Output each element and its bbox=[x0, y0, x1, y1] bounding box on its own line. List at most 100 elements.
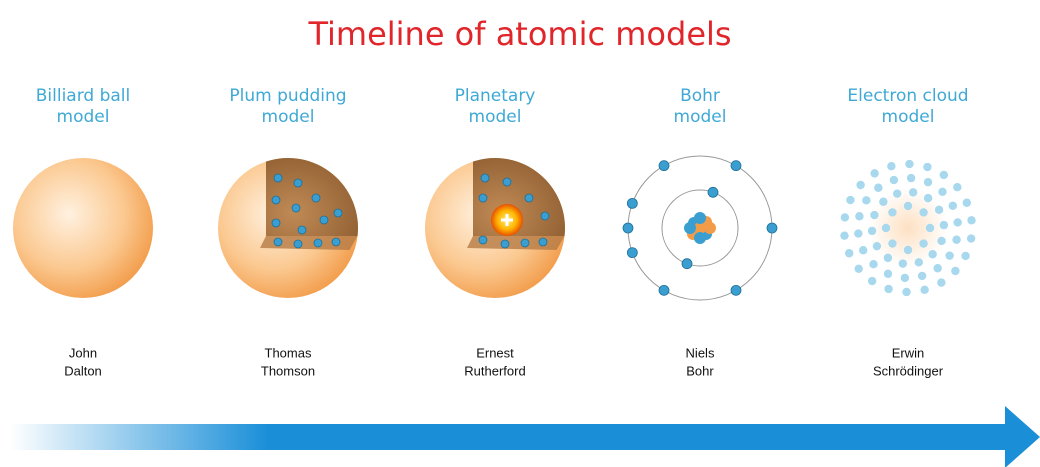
cloud-dot bbox=[938, 187, 947, 196]
scientist-name: Thomas bbox=[265, 345, 312, 360]
cloud-dot bbox=[883, 253, 893, 263]
electron bbox=[730, 284, 742, 296]
scientist-name: Erwin bbox=[892, 345, 925, 360]
cloud-dot bbox=[923, 177, 933, 187]
cloud-dot bbox=[923, 162, 932, 172]
electron bbox=[707, 186, 719, 198]
scientist-name: John bbox=[69, 345, 97, 360]
title: Timeline of atomic models bbox=[307, 15, 731, 53]
nucleon bbox=[684, 222, 696, 234]
timeline-arrow bbox=[10, 406, 1040, 467]
nucleon bbox=[704, 222, 716, 234]
scientist-name: Niels bbox=[686, 345, 715, 360]
electron bbox=[524, 193, 534, 203]
electron bbox=[313, 238, 323, 248]
cloud-dot bbox=[883, 269, 893, 279]
electron bbox=[658, 284, 670, 296]
electron bbox=[319, 215, 329, 225]
nucleon bbox=[694, 212, 706, 224]
cloud-dot bbox=[898, 259, 908, 268]
cloud-dot bbox=[953, 218, 962, 227]
electron bbox=[297, 225, 307, 235]
model-name: model bbox=[674, 107, 727, 127]
cloud-dot bbox=[888, 239, 897, 248]
cloud-dot bbox=[881, 223, 891, 233]
cloud-dot bbox=[870, 210, 879, 220]
electron bbox=[293, 178, 303, 188]
electron bbox=[331, 237, 341, 247]
cloud-dot bbox=[840, 213, 850, 222]
cloud-dot bbox=[900, 273, 910, 283]
cloud-dot bbox=[928, 250, 937, 259]
cloud-dot bbox=[887, 161, 896, 171]
cloud-dot bbox=[920, 285, 929, 295]
cloud-dot bbox=[962, 198, 972, 207]
electron bbox=[766, 222, 778, 234]
electron bbox=[681, 258, 693, 270]
scientist-name: Bohr bbox=[686, 363, 714, 378]
electron bbox=[626, 197, 638, 209]
cloud-dot bbox=[874, 183, 883, 192]
cloud-dot bbox=[903, 245, 913, 255]
cloud-dot bbox=[937, 278, 946, 287]
cloud-dot bbox=[888, 208, 897, 217]
scientist-name: Schrödinger bbox=[873, 363, 944, 378]
electron bbox=[271, 195, 281, 205]
cloud-dot bbox=[952, 235, 961, 244]
model-name: model bbox=[469, 107, 522, 127]
cloud-dot bbox=[939, 220, 949, 230]
cloud-dot bbox=[919, 239, 928, 248]
cloud-dot bbox=[914, 258, 924, 267]
cloud-dot bbox=[917, 271, 927, 281]
cloud-dot bbox=[879, 197, 888, 206]
cloud-dot bbox=[862, 196, 871, 205]
nucleon bbox=[694, 232, 706, 244]
electron bbox=[271, 218, 281, 228]
cloud-dot bbox=[948, 201, 957, 210]
cloud-dot bbox=[905, 159, 914, 169]
model-name: Planetary bbox=[455, 86, 536, 106]
electron bbox=[622, 222, 634, 234]
cloud-dot bbox=[902, 287, 911, 297]
electron bbox=[333, 208, 343, 218]
cloud-dot bbox=[889, 175, 899, 185]
cloud-dot bbox=[953, 183, 962, 192]
cloud-dot bbox=[967, 216, 976, 225]
cloud-dot bbox=[919, 208, 928, 217]
cloud-dot bbox=[855, 212, 864, 221]
cloud-dot bbox=[933, 264, 942, 273]
scientist-name: Dalton bbox=[64, 363, 102, 378]
cloud-dot bbox=[869, 260, 878, 269]
electron bbox=[502, 177, 512, 187]
cloud-dot bbox=[951, 266, 960, 276]
electron bbox=[540, 211, 550, 221]
model-name: Plum pudding bbox=[229, 86, 346, 106]
cloud-dot bbox=[872, 241, 882, 251]
model-name: model bbox=[57, 107, 110, 127]
model-name: Electron cloud bbox=[847, 86, 968, 106]
cloud-dot bbox=[903, 201, 913, 211]
cloud-dot bbox=[856, 180, 865, 190]
plus-sign bbox=[501, 214, 513, 226]
cloud-dot bbox=[939, 170, 949, 180]
cloud-dot bbox=[945, 251, 954, 260]
electron bbox=[520, 238, 530, 248]
electron bbox=[291, 203, 301, 213]
cloud-dot bbox=[844, 249, 854, 258]
model-name: model bbox=[262, 107, 315, 127]
model-name: Billiard ball bbox=[36, 86, 131, 106]
cloud-dot bbox=[846, 195, 855, 205]
electron bbox=[273, 173, 283, 183]
cloud-dot bbox=[908, 188, 918, 197]
cloud-dot bbox=[966, 234, 976, 243]
cloud-dot bbox=[937, 236, 946, 246]
electron bbox=[538, 237, 548, 247]
electron bbox=[293, 239, 303, 249]
scientist-name: Rutherford bbox=[464, 363, 525, 378]
electron bbox=[626, 247, 638, 259]
electron bbox=[658, 160, 670, 172]
cloud-dot bbox=[925, 223, 935, 233]
cloud-dot bbox=[961, 251, 970, 261]
cloud-dot bbox=[934, 205, 944, 215]
